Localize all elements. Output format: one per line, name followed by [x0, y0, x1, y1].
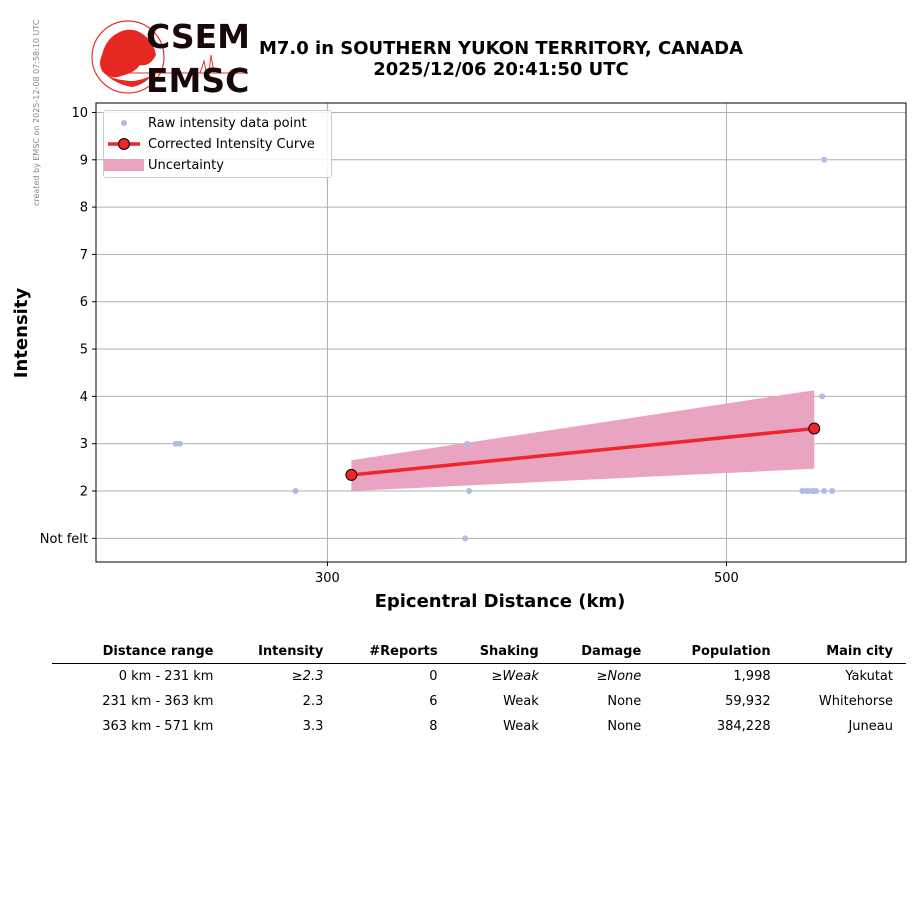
uncertainty-layer — [351, 390, 815, 492]
cell-population: 1,998 — [733, 669, 771, 684]
header-population: Population — [654, 641, 784, 664]
cell-reports: 8 — [429, 719, 438, 734]
raw-data-point — [176, 440, 183, 447]
curve-point — [808, 422, 821, 435]
emsc-logo: CSEM EMSC — [88, 15, 258, 100]
raw-data-point — [821, 488, 828, 495]
raw-data-point — [819, 393, 826, 400]
cell-damage: None — [607, 719, 642, 734]
cell-damage: None — [607, 694, 642, 709]
cell-intensity: 3.3 — [302, 719, 324, 734]
y-tick-label: 4 — [80, 390, 88, 405]
chart-title: M7.0 in SOUTHERN YUKON TERRITORY, CANADA… — [240, 38, 762, 80]
header-shaking: Shaking — [450, 641, 552, 664]
cell-shaking: ≥Weak — [491, 669, 539, 684]
table-row: 363 km - 571 km 3.3 8 Weak None 384,228 … — [52, 714, 906, 739]
y-tick-label: 9 — [80, 153, 88, 168]
y-tick-label: 6 — [80, 295, 88, 310]
logo-top-text: CSEM — [146, 17, 250, 56]
legend-item-curve: Corrected Intensity Curve — [104, 134, 331, 154]
intensity-table: Distance range Intensity #Reports Shakin… — [52, 641, 906, 739]
curve-point — [345, 468, 358, 481]
curve-layer — [345, 422, 821, 481]
header-reports: #Reports — [336, 641, 451, 664]
header-intensity: Intensity — [226, 641, 337, 664]
y-axis-label: Intensity — [11, 288, 32, 379]
cell-reports: 6 — [429, 694, 438, 709]
y-tick-label: 8 — [80, 201, 88, 216]
cell-city: Whitehorse — [818, 694, 893, 709]
table-header-row: Distance range Intensity #Reports Shakin… — [52, 641, 906, 664]
y-tick-label: 5 — [80, 343, 88, 358]
y-tick-label: 2 — [80, 485, 88, 500]
ticks: Not felt 2 3 4 5 6 7 8 9 10 300 500 — [40, 106, 739, 586]
legend-raw-label: Raw intensity data point — [148, 116, 307, 131]
cell-range: 0 km - 231 km — [118, 669, 214, 684]
cell-shaking: Weak — [503, 719, 539, 734]
y-tick-label: 7 — [80, 248, 88, 263]
legend-uncertainty-label: Uncertainty — [148, 158, 224, 173]
cell-city: Juneau — [848, 719, 893, 734]
title-line-2: 2025/12/06 20:41:50 UTC — [373, 59, 629, 80]
x-tick-label: 500 — [714, 571, 739, 586]
legend-curve-label: Corrected Intensity Curve — [148, 137, 315, 152]
cell-intensity: 2.3 — [302, 694, 324, 709]
legend: Raw intensity data point Corrected Inten… — [103, 110, 332, 178]
cell-range: 231 km - 363 km — [102, 694, 214, 709]
cell-population: 384,228 — [716, 719, 771, 734]
raw-data-point — [813, 488, 820, 495]
raw-data-point — [829, 488, 836, 495]
y-tick-label: 10 — [71, 106, 88, 121]
legend-item-uncertainty: Uncertainty — [104, 155, 331, 175]
uncertainty-band — [351, 390, 815, 492]
raw-data-point — [462, 535, 469, 542]
y-tick-label: 3 — [80, 437, 88, 452]
raw-data-point — [464, 440, 471, 447]
header-distance: Distance range — [52, 641, 227, 664]
table-row: 231 km - 363 km 2.3 6 Weak None 59,932 W… — [52, 689, 906, 714]
cell-shaking: Weak — [503, 694, 539, 709]
x-tick-label: 300 — [315, 571, 340, 586]
y-tick-label: Not felt — [40, 532, 88, 547]
raw-points-layer — [172, 156, 836, 542]
cell-intensity: ≥2.3 — [291, 669, 324, 684]
raw-data-point — [821, 156, 828, 163]
plot-frame — [95, 102, 907, 563]
intensity-curve-line — [351, 426, 815, 477]
legend-item-raw: Raw intensity data point — [104, 113, 331, 133]
cell-population: 59,932 — [725, 694, 771, 709]
cell-damage: ≥None — [596, 669, 642, 684]
cell-range: 363 km - 571 km — [102, 719, 214, 734]
cell-city: Yakutat — [845, 669, 893, 684]
header-city: Main city — [783, 641, 906, 664]
header-damage: Damage — [551, 641, 655, 664]
raw-data-point — [466, 488, 473, 495]
cell-reports: 0 — [429, 669, 438, 684]
table-row: 0 km - 231 km ≥2.3 0 ≥Weak ≥None 1,998 Y… — [52, 664, 906, 690]
logo-bottom-text: EMSC — [146, 61, 249, 100]
raw-data-point — [292, 488, 299, 495]
intensity-chart: Not felt 2 3 4 5 6 7 8 9 10 300 500 Epicentral Dist… — [11, 102, 907, 612]
title-line-1: M7.0 in SOUTHERN YUKON TERRITORY, CANADA — [258, 38, 744, 59]
x-axis-label: Epicentral Distance (km) — [375, 591, 626, 612]
